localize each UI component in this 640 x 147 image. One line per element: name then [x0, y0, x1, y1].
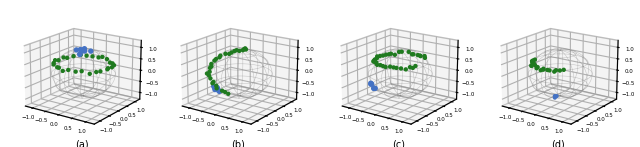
Text: (d): (d): [552, 140, 565, 147]
Text: (b): (b): [232, 140, 245, 147]
Text: (a): (a): [75, 140, 88, 147]
Text: (c): (c): [392, 140, 405, 147]
